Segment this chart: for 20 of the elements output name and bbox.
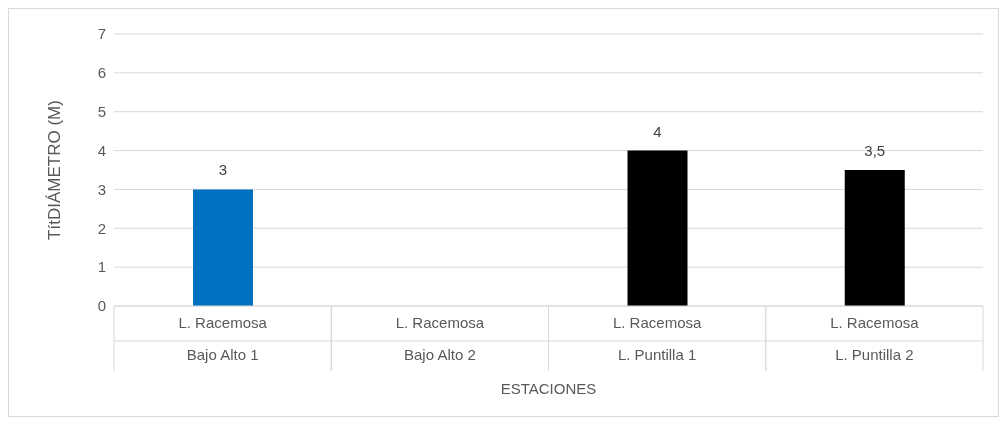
y-axis-title: TítDIÁMETRO (M) [45,100,65,240]
x-tick-label: L. Racemosa Bajo Alto 2 [395,314,485,363]
data-label: 3 [218,161,228,179]
y-tick-label: 1 [97,258,106,276]
data-label: 3,5 [864,142,886,159]
x-tick-label: L. Racemosa Bajo Alto 1 [178,314,268,363]
y-tick-label: 7 [97,25,106,43]
x-axis-title: ESTACIONES [500,380,597,397]
bar [193,189,253,306]
x-tick-label: L. Racemosa L. Puntilla 1 [612,314,702,363]
y-tick-label: 6 [97,64,106,82]
y-tick-label: 5 [97,103,106,121]
data-label: 4 [653,122,662,140]
y-tick-label: 2 [97,219,106,237]
y-tick-label: 3 [97,180,106,198]
bar [627,150,688,306]
y-tick-label: 4 [97,141,106,159]
x-tick-label: L. Racemosa L. Puntilla 2 [830,314,920,363]
y-tick-label: 0 [97,297,106,315]
bar [844,170,905,306]
